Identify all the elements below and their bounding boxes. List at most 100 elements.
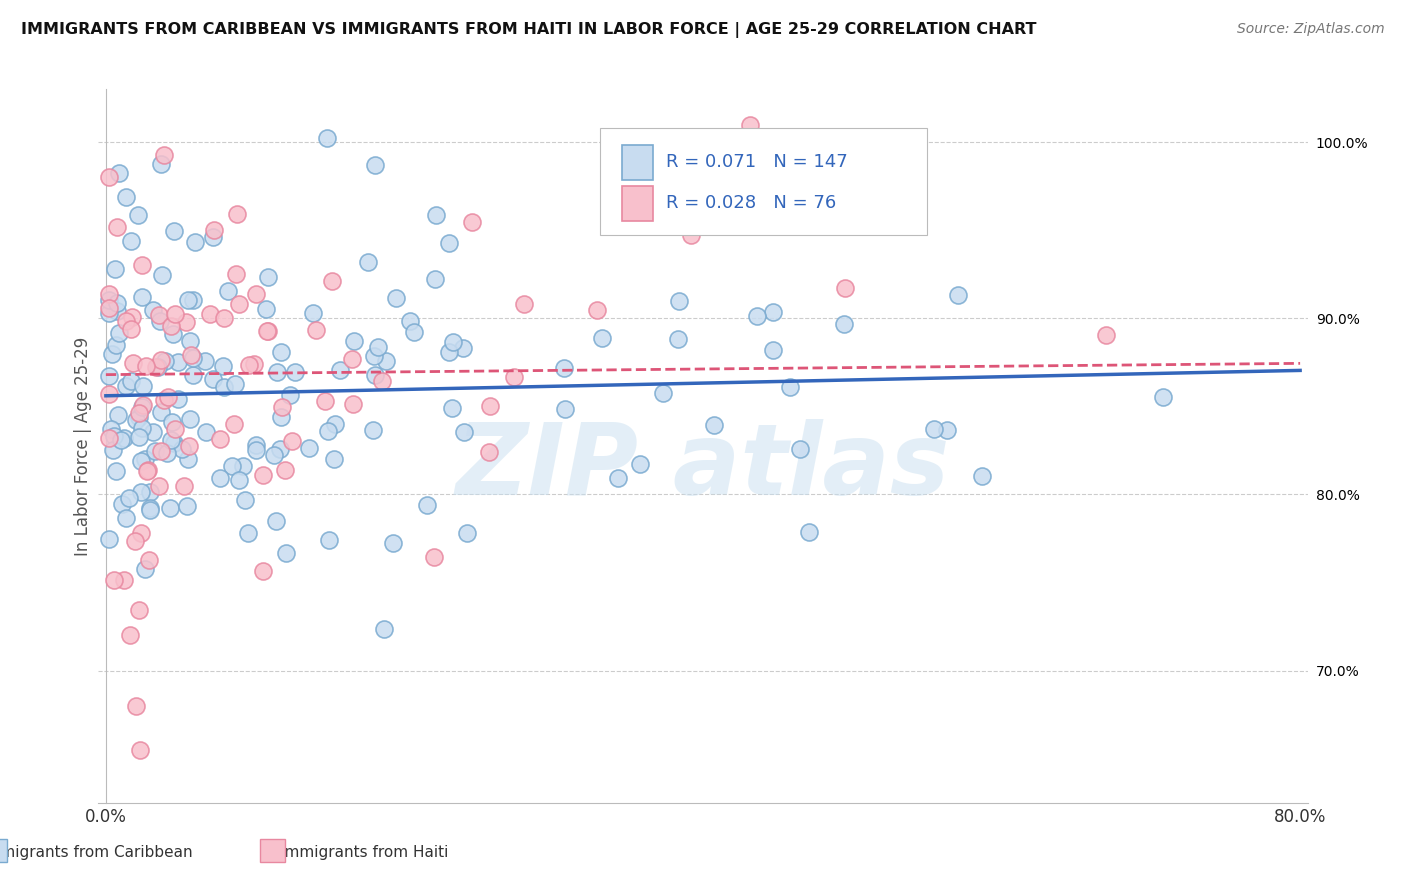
Point [114,314,136,328]
Point [972,468,994,483]
Point [441,401,464,416]
Point [456,526,478,541]
Point [163,224,186,238]
Point [437,345,460,359]
Point [922,422,945,436]
Point [105,296,128,310]
Point [245,438,267,452]
Point [399,313,422,327]
Point [114,510,136,524]
Point [128,405,150,419]
Point [157,390,180,404]
Point [131,400,153,414]
Point [269,442,291,456]
Y-axis label: In Labor Force | Age 25-29: In Labor Force | Age 25-29 [75,336,91,556]
Point [135,359,157,373]
Point [176,451,198,466]
Point [367,341,389,355]
Point [668,294,690,309]
Point [97,387,120,401]
Point [416,498,439,512]
Point [364,158,387,172]
Point [120,321,142,335]
Point [153,353,176,368]
Point [128,603,150,617]
Point [163,422,186,436]
Point [162,326,184,341]
Point [274,546,297,560]
Point [252,467,274,482]
Point [150,157,173,171]
Point [177,439,200,453]
Point [503,369,526,384]
Point [139,502,162,516]
Point [1095,328,1118,343]
Point [478,399,501,413]
Point [134,452,156,467]
Text: Source: ZipAtlas.com: Source: ZipAtlas.com [1237,22,1385,37]
Point [315,131,337,145]
Point [143,443,166,458]
Point [118,628,141,642]
Point [256,324,278,338]
Point [107,220,129,235]
Text: ZIP atlas: ZIP atlas [456,419,950,516]
Point [257,269,280,284]
Point [174,315,197,329]
Point [160,434,183,448]
Point [228,473,250,487]
FancyBboxPatch shape [260,839,284,862]
Point [226,206,249,220]
Point [224,377,246,392]
Point [209,433,232,447]
Point [181,368,204,383]
Point [160,415,183,429]
Point [176,500,198,514]
Point [329,363,352,377]
Point [451,341,474,355]
Point [97,301,120,316]
Point [131,379,153,393]
Point [703,418,725,433]
Point [114,190,136,204]
Point [323,417,346,432]
Point [666,332,689,346]
Point [423,272,446,286]
Point [166,355,188,369]
Point [110,497,132,511]
Point [343,334,366,348]
Point [606,471,628,485]
Text: R = 0.028   N = 76: R = 0.028 N = 76 [665,194,835,212]
Point [131,421,153,435]
Point [136,463,159,477]
Point [131,290,153,304]
Point [245,287,267,301]
Point [270,345,292,359]
Point [134,562,156,576]
Point [149,314,172,328]
Point [100,422,122,436]
Point [184,235,207,250]
Point [340,351,363,366]
Point [364,368,387,382]
FancyBboxPatch shape [0,839,7,862]
Point [150,353,173,368]
Point [115,379,138,393]
Point [232,459,254,474]
Point [402,325,425,339]
Point [121,310,143,324]
Point [107,166,129,180]
Point [633,205,655,219]
Point [177,293,200,307]
Point [264,514,287,528]
Point [762,305,785,319]
Point [112,431,135,445]
Point [834,281,856,295]
Point [100,347,122,361]
Point [553,361,575,376]
Text: R = 0.071   N = 147: R = 0.071 N = 147 [665,153,848,171]
Point [266,365,288,379]
Point [163,436,186,450]
Point [120,234,142,248]
Point [180,348,202,362]
